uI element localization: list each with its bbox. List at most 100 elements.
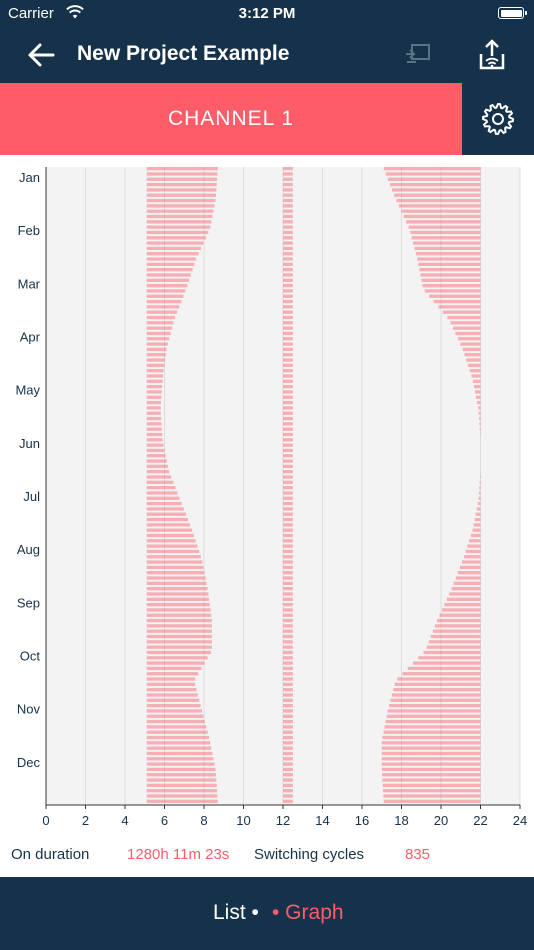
- x-tick-label: 24: [513, 813, 527, 828]
- on-period-bar: [146, 555, 201, 559]
- on-period-bar: [283, 645, 293, 649]
- on-period-bar: [283, 236, 293, 240]
- wifi-icon: [66, 5, 84, 19]
- on-period-bar: [283, 448, 293, 453]
- on-period-bar: [434, 624, 481, 628]
- on-period-bar: [146, 682, 196, 687]
- on-period-bar: [414, 246, 481, 251]
- on-period-bar: [146, 650, 211, 655]
- on-period-bar: [283, 427, 293, 431]
- on-period-bar: [419, 268, 481, 272]
- upload-wifi-icon[interactable]: [478, 38, 506, 70]
- on-period-bar: [437, 618, 481, 623]
- on-period-bar: [408, 225, 481, 229]
- on-period-bar: [465, 549, 481, 554]
- on-period-bar: [283, 693, 293, 697]
- on-period-bar: [146, 379, 163, 383]
- on-period-bar: [473, 523, 481, 527]
- on-period-bar: [146, 252, 199, 256]
- on-period-bar: [283, 443, 293, 447]
- channel-settings-button[interactable]: [462, 83, 534, 155]
- x-tick-label: 20: [434, 813, 448, 828]
- on-period-bar: [283, 358, 293, 362]
- on-period-bar: [283, 310, 293, 314]
- channel-selector[interactable]: CHANNEL 1: [0, 83, 462, 155]
- on-period-bar: [283, 390, 293, 394]
- on-period-bar: [479, 427, 481, 431]
- on-period-bar: [146, 496, 180, 500]
- on-period-bar: [283, 714, 293, 718]
- on-period-bar: [283, 608, 293, 612]
- on-period-bar: [283, 214, 293, 219]
- on-period-bar: [439, 613, 481, 617]
- on-period-bar: [413, 241, 481, 245]
- month-label: Sep: [17, 595, 40, 610]
- on-period-bar: [463, 555, 481, 559]
- on-period-bar: [441, 608, 481, 612]
- on-period-bar: [283, 624, 293, 628]
- on-period-bar: [146, 167, 218, 171]
- on-period-bar: [283, 305, 293, 309]
- on-period-bar: [283, 512, 293, 516]
- on-period-bar: [146, 268, 193, 272]
- on-period-bar: [385, 172, 481, 176]
- on-period-bar: [283, 480, 293, 484]
- on-period-bar: [283, 767, 293, 772]
- on-period-bar: [146, 794, 218, 798]
- on-period-bar: [283, 751, 293, 756]
- on-period-bar: [475, 512, 481, 516]
- on-period-bar: [432, 629, 481, 633]
- on-period-bar: [146, 310, 178, 314]
- on-period-bar: [283, 379, 293, 383]
- on-period-bar: [146, 262, 195, 266]
- on-period-bar: [283, 730, 293, 734]
- on-period-bar: [283, 783, 293, 788]
- month-label: Aug: [17, 542, 40, 557]
- x-tick-label: 10: [236, 813, 250, 828]
- on-period-bar: [477, 501, 481, 506]
- on-period-bar: [283, 411, 293, 415]
- on-period-bar: [146, 358, 166, 362]
- on-period-bar: [146, 709, 203, 713]
- on-period-bar: [283, 507, 293, 511]
- tab-graph[interactable]: • Graph: [272, 901, 344, 924]
- on-period-bar: [457, 337, 481, 341]
- on-period-bar: [146, 182, 217, 187]
- switching-cycles-label: Switching cycles: [254, 846, 365, 863]
- on-period-bar: [146, 454, 166, 458]
- on-period-bar: [393, 688, 481, 692]
- on-period-bar: [283, 326, 293, 330]
- month-label: Mar: [18, 276, 41, 291]
- on-period-bar: [469, 539, 481, 543]
- on-period-bar: [283, 220, 293, 224]
- arrow-left-icon[interactable]: [26, 40, 56, 70]
- on-period-bar: [283, 406, 293, 410]
- on-period-bar: [420, 273, 481, 277]
- on-period-bar: [283, 778, 293, 782]
- on-period-bar: [146, 214, 213, 219]
- on-period-bar: [146, 597, 210, 601]
- on-period-bar: [283, 384, 293, 389]
- tab-list[interactable]: List •: [213, 901, 259, 924]
- on-period-bar: [283, 661, 293, 665]
- on-period-bar: [146, 438, 163, 442]
- on-period-bar: [283, 299, 293, 304]
- on-period-bar: [283, 395, 293, 399]
- on-period-bar: [283, 533, 293, 538]
- on-period-bar: [146, 587, 208, 591]
- on-period-bar: [283, 576, 293, 580]
- on-period-bar: [462, 347, 481, 352]
- on-period-bar: [283, 416, 293, 421]
- on-period-bar: [146, 741, 211, 745]
- schedule-graph: 0 2 4 6 8 10 12 14 16 18 20 22 24JanFebMarAprMayJunJ…: [15, 167, 527, 828]
- on-period-bar: [146, 789, 218, 793]
- on-period-bar: [146, 783, 217, 788]
- on-period-bar: [146, 549, 200, 554]
- cast-icon[interactable]: [404, 42, 432, 68]
- on-period-bar: [283, 741, 293, 745]
- month-label: May: [15, 383, 40, 398]
- on-period-bar: [283, 571, 293, 575]
- on-period-bar: [283, 688, 293, 692]
- on-period-bar: [381, 757, 481, 761]
- on-period-bar: [385, 719, 481, 724]
